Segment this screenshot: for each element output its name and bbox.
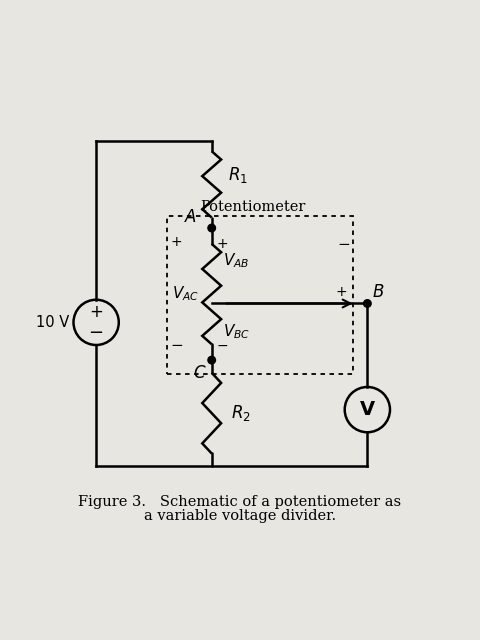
Text: −: − xyxy=(216,339,228,353)
Text: Figure 3.   Schematic of a potentiometer as: Figure 3. Schematic of a potentiometer a… xyxy=(78,495,402,509)
Text: a variable voltage divider.: a variable voltage divider. xyxy=(144,509,336,523)
Text: $A$: $A$ xyxy=(184,207,198,226)
Text: $C$: $C$ xyxy=(193,364,207,382)
Text: $R_2$: $R_2$ xyxy=(230,403,251,423)
Text: V: V xyxy=(360,400,375,419)
Text: +: + xyxy=(336,285,347,299)
Text: +: + xyxy=(216,237,228,252)
Text: −: − xyxy=(170,338,183,353)
Text: $B$: $B$ xyxy=(372,283,384,301)
Text: −: − xyxy=(89,324,104,342)
Circle shape xyxy=(208,224,216,232)
Text: Potentiometer: Potentiometer xyxy=(200,200,305,214)
Bar xyxy=(167,216,353,374)
Circle shape xyxy=(208,356,216,364)
Text: $V_{AC}$: $V_{AC}$ xyxy=(172,285,199,303)
Text: +: + xyxy=(170,235,182,249)
Circle shape xyxy=(363,300,371,307)
Text: $V_{AB}$: $V_{AB}$ xyxy=(224,252,250,270)
Text: +: + xyxy=(89,303,103,321)
Text: −: − xyxy=(337,237,350,252)
Text: $V_{BC}$: $V_{BC}$ xyxy=(224,323,251,341)
Text: $R_1$: $R_1$ xyxy=(228,165,248,185)
Text: 10 V: 10 V xyxy=(36,315,69,330)
